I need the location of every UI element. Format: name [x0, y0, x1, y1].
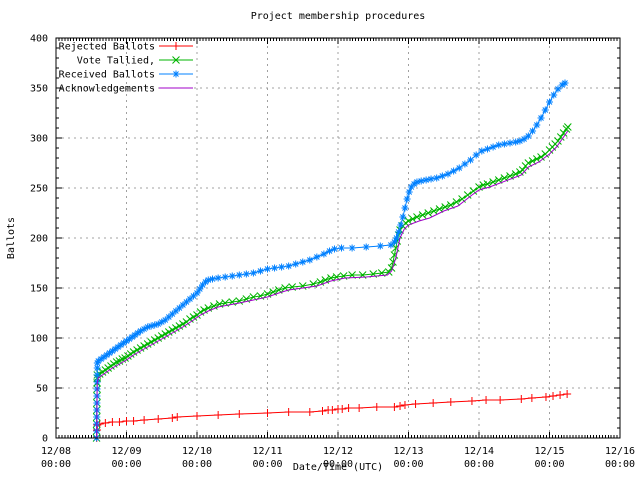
legend-marker-received-ballots [172, 70, 180, 78]
x-tick-sublabel: 00:00 [41, 459, 71, 470]
x-tick-sublabel: 00:00 [111, 459, 141, 470]
chart-title: Project membership procedures [251, 11, 426, 22]
y-tick-label: 200 [30, 234, 48, 245]
legend-label-acknowledgements: Acknowledgements [59, 84, 155, 95]
y-tick-label: 350 [30, 84, 48, 95]
x-tick-label: 12/12 [323, 446, 353, 457]
y-axis-label: Ballots [6, 217, 17, 259]
x-tick-label: 12/10 [182, 446, 212, 457]
legend-label-received-ballots: Received Ballots [59, 70, 155, 81]
legend-marker-rejected-ballots [172, 42, 180, 50]
x-tick-label: 12/13 [393, 446, 423, 457]
y-tick-label: 50 [36, 384, 48, 395]
y-tick-label: 300 [30, 134, 48, 145]
x-tick-sublabel: 00:00 [534, 459, 564, 470]
y-tick-label: 150 [30, 284, 48, 295]
legend-label-rejected-ballots: Rejected Ballots [59, 42, 155, 53]
y-tick-label: 100 [30, 334, 48, 345]
plot-border [55, 37, 621, 439]
y-tick-label: 0 [42, 434, 48, 445]
series-acknowledgements-line [96, 130, 569, 439]
legend-marker-vote-tallied [172, 56, 180, 64]
x-tick-sublabel: 00:00 [323, 459, 353, 470]
x-tick-sublabel: 00:00 [605, 459, 635, 470]
x-tick-sublabel: 00:00 [393, 459, 423, 470]
x-tick-label: 12/08 [41, 446, 71, 457]
grid-lines [56, 38, 620, 438]
y-tick-label: 250 [30, 184, 48, 195]
x-tick-label: 12/11 [252, 446, 282, 457]
x-tick-label: 12/09 [111, 446, 141, 457]
x-axis-label: Date/Time (UTC) [293, 462, 383, 473]
x-tick-sublabel: 00:00 [182, 459, 212, 470]
x-tick-sublabel: 00:00 [252, 459, 282, 470]
y-tick-label: 400 [30, 34, 48, 45]
x-tick-label: 12/15 [534, 446, 564, 457]
x-tick-label: 12/14 [464, 446, 494, 457]
x-tick-sublabel: 00:00 [464, 459, 494, 470]
x-tick-label: 12/16 [605, 446, 635, 457]
legend-label-vote-tallied: Vote Tallied, [77, 56, 155, 67]
